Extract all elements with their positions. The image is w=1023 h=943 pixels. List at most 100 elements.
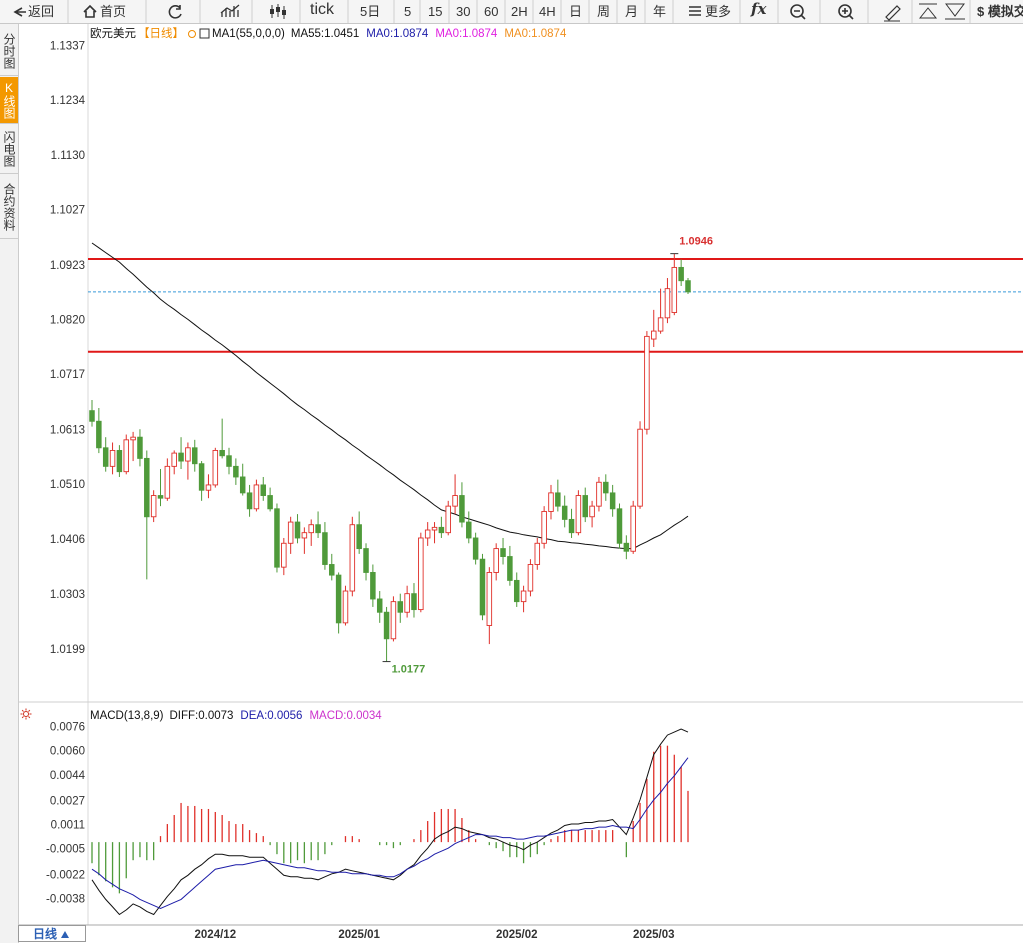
legend-icon: [199, 28, 210, 39]
y-tick-label: 0.0076: [50, 722, 85, 734]
formula-button[interactable]: fx: [751, 0, 767, 18]
side-tabs: 分时图 K线图 闪电图 合约资料: [0, 24, 19, 943]
candle-body: [438, 526, 445, 534]
candle-body: [644, 335, 650, 430]
candle-body: [486, 572, 493, 626]
indicator-label: MA1(55,0,0,0): [212, 28, 285, 40]
tab-contract[interactable]: 合约资料: [0, 176, 18, 239]
candle-body: [527, 564, 534, 592]
y-tick-label: -0.0022: [46, 869, 85, 881]
candle-body: [171, 452, 177, 467]
period-15-button[interactable]: 15: [428, 4, 443, 19]
candle-body: [363, 548, 369, 573]
ma-line: [91, 242, 689, 550]
candle-body: [616, 508, 623, 544]
candle-body: [109, 449, 116, 467]
candle-body: [178, 452, 184, 462]
candle-body: [507, 556, 513, 581]
toolbar-icons: [13, 0, 971, 23]
candle-body: [123, 439, 130, 473]
candle-body: [335, 574, 342, 624]
candle-body: [157, 495, 164, 499]
candle-body: [349, 524, 356, 592]
x-tick-label: 2025/02: [496, 929, 538, 941]
candle-body: [137, 436, 143, 459]
period-selector[interactable]: 日线: [18, 925, 86, 942]
y-tick-label: 1.1027: [50, 205, 85, 217]
candle-body: [260, 484, 267, 496]
back-button[interactable]: 返回: [28, 4, 55, 19]
more-button[interactable]: 更多: [705, 4, 732, 19]
tab-timeshare[interactable]: 分时图: [0, 27, 18, 76]
tab-flash[interactable]: 闪电图: [0, 125, 18, 174]
candle-body: [411, 593, 417, 611]
legend-icon: [188, 30, 196, 38]
period-day-button[interactable]: 日: [569, 4, 583, 19]
period-4h-button[interactable]: 4H: [539, 4, 556, 19]
tick-button[interactable]: tick: [310, 1, 334, 18]
y-tick-label: -0.0005: [46, 844, 85, 856]
period-month-button[interactable]: 月: [625, 4, 639, 19]
period-5d-button[interactable]: 5日: [360, 4, 381, 19]
period-week-button[interactable]: 周: [597, 4, 611, 19]
x-tick-label: 2025/01: [338, 929, 380, 941]
candle-body: [356, 524, 362, 550]
candle-body: [150, 495, 157, 518]
candle-body: [144, 457, 150, 518]
candle-body: [267, 495, 273, 510]
candle-body: [678, 266, 684, 282]
candle-body: [390, 601, 397, 640]
macd-icon-ray: [21, 716, 24, 719]
y-tick-label: 1.0406: [50, 534, 85, 546]
candle-body: [198, 463, 205, 491]
candle-body: [520, 590, 527, 603]
legend-item: MA0:1.0874: [366, 28, 429, 40]
candle-body: [205, 484, 212, 491]
candle-body: [287, 521, 294, 544]
y-tick-label: 1.0303: [50, 589, 85, 601]
candle-body: [493, 548, 499, 573]
y-tick-label: 0.0027: [50, 795, 85, 807]
candle-body: [657, 317, 664, 332]
candle-body: [575, 495, 582, 534]
period-30-button[interactable]: 30: [456, 4, 471, 19]
candle-body: [96, 420, 102, 449]
candle-body: [376, 598, 383, 613]
x-tick-label: 2024/12: [195, 929, 237, 941]
tab-kline[interactable]: K线图: [0, 77, 18, 124]
y-tick-label: 1.0923: [50, 260, 85, 272]
macd-line: [91, 728, 689, 916]
candle-body: [383, 611, 390, 640]
legend-item: DEA:0.0056: [240, 710, 302, 722]
home-button[interactable]: 首页: [100, 4, 127, 19]
candle-body: [466, 521, 472, 539]
legend-item: DIFF:0.0073: [170, 710, 234, 722]
candle-body: [555, 492, 561, 507]
candle-body: [246, 492, 253, 510]
candle-body: [239, 476, 246, 494]
candle-body: [424, 529, 431, 539]
period-2h-button[interactable]: 2H: [511, 4, 528, 19]
candle-body: [397, 601, 404, 613]
y-tick-label: 1.0613: [50, 424, 85, 436]
candle-body: [561, 505, 568, 520]
candle-body: [685, 280, 691, 293]
y-tick-label: 1.1130: [51, 150, 85, 162]
candle-body: [329, 564, 335, 576]
candle-body: [192, 447, 198, 465]
chart-period: 【日线】: [138, 26, 184, 40]
period-60-button[interactable]: 60: [484, 4, 499, 19]
period-year-button[interactable]: 年: [653, 4, 667, 19]
candle-body: [548, 492, 554, 512]
candle-body: [102, 447, 109, 467]
y-tick-label: 1.1234: [50, 95, 86, 107]
period-5-button[interactable]: 5: [404, 4, 412, 19]
candle-body: [630, 505, 636, 552]
legend-item: MA55:1.0451: [291, 28, 359, 40]
y-tick-label: 1.0717: [50, 369, 85, 381]
candle-body: [219, 449, 225, 457]
sim-trade-button[interactable]: $ 模拟交: [977, 4, 1023, 19]
macd-icon: [23, 711, 29, 717]
candle-body: [664, 288, 671, 319]
